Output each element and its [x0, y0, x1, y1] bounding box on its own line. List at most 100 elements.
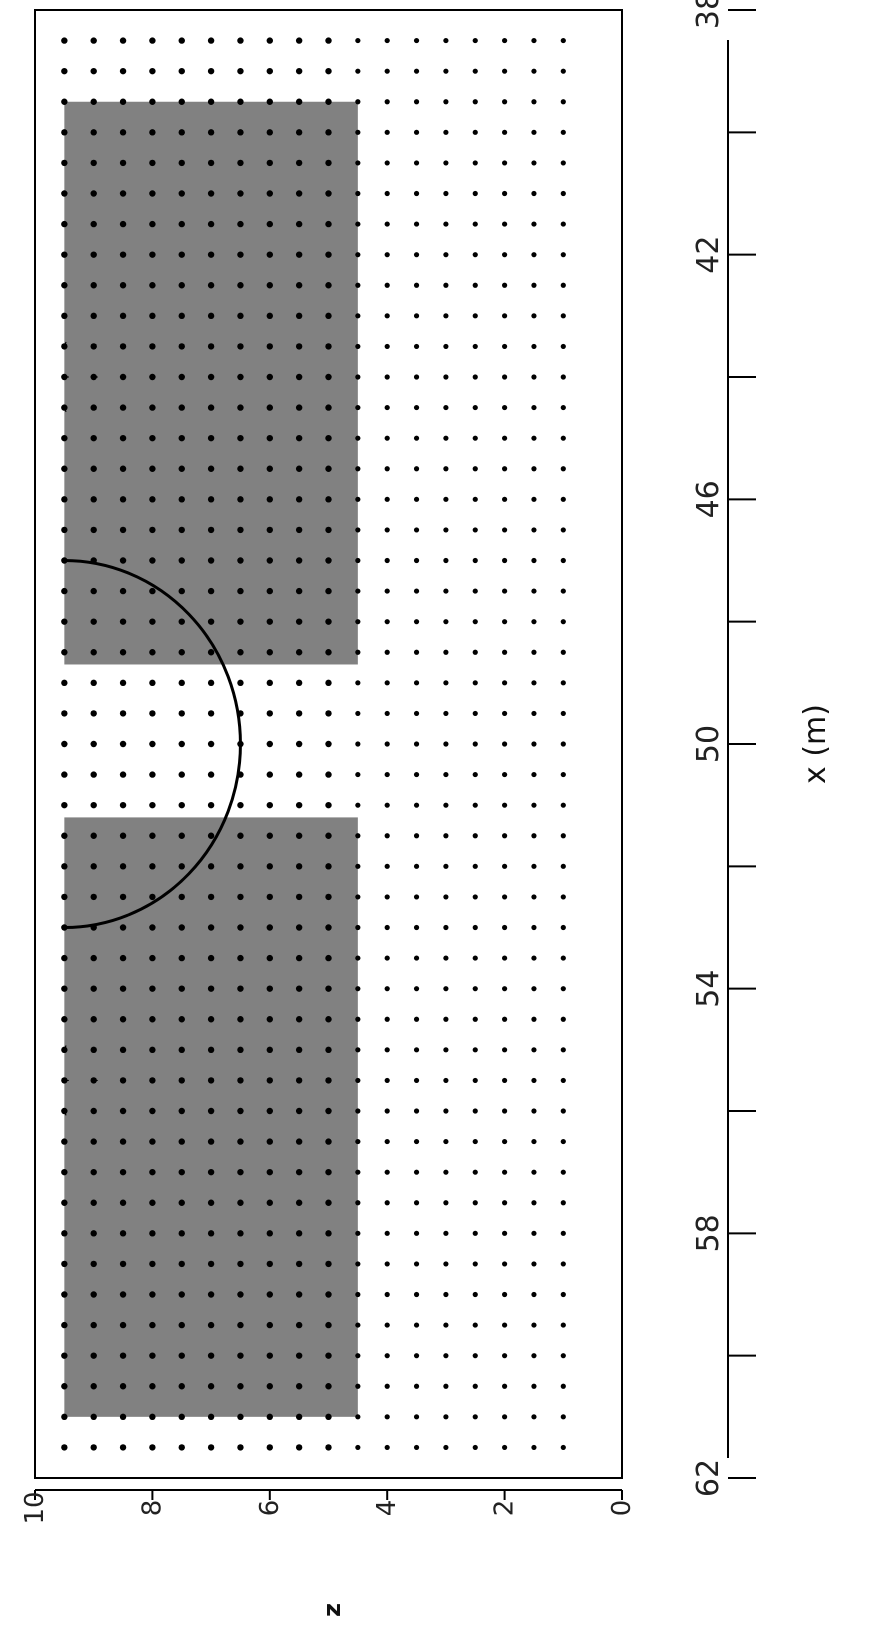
grid-dot: [61, 1291, 68, 1298]
grid-dot: [149, 893, 156, 901]
grid-dot: [443, 1230, 449, 1236]
grid-dot: [560, 1353, 566, 1359]
x-tick-label: 58: [691, 1214, 726, 1252]
grid-dot: [355, 99, 361, 105]
grid-dot: [178, 985, 185, 992]
grid-dot: [384, 1169, 390, 1175]
grid-dot: [237, 985, 244, 992]
grid-dot: [560, 802, 566, 808]
grid-dot: [266, 1199, 273, 1206]
grid-dot: [325, 404, 332, 411]
grid-dot: [207, 771, 215, 778]
grid-dot: [325, 985, 332, 992]
grid-dot: [443, 68, 449, 74]
grid-dot: [178, 1352, 185, 1359]
grid-dot: [560, 986, 566, 992]
grid-dot: [266, 67, 273, 75]
grid-dot: [560, 894, 566, 900]
grid-dot: [149, 679, 156, 687]
grid-dot: [178, 863, 185, 870]
grid-dot: [178, 129, 185, 136]
grid-dot: [355, 404, 361, 411]
grid-dot: [266, 557, 273, 564]
grid-dot: [295, 1016, 303, 1023]
grid-dot: [560, 1383, 566, 1389]
grid-dot: [384, 221, 390, 227]
grid-dot: [90, 1199, 97, 1206]
grid-dot: [531, 282, 537, 288]
grid-dot: [502, 374, 508, 380]
grid-dot: [119, 771, 127, 778]
grid-dot: [531, 252, 537, 258]
grid-dot: [502, 1169, 508, 1175]
grid-dot: [266, 404, 273, 411]
grid-dot: [149, 1291, 156, 1298]
z-tick-label: 0: [607, 1500, 637, 1517]
grid-dot: [237, 1230, 244, 1237]
grid-dot: [413, 435, 420, 441]
grid-dot: [502, 1322, 508, 1328]
grid-dot: [560, 741, 566, 747]
grid-dot: [413, 771, 420, 778]
grid-dot: [355, 1200, 361, 1206]
grid-dot: [149, 1230, 156, 1237]
grid-dot: [384, 282, 390, 288]
grid-dot: [472, 252, 478, 258]
grid-dot: [531, 986, 537, 992]
grid-dot: [61, 1107, 68, 1115]
grid-dot: [443, 435, 449, 441]
grid-dot: [443, 894, 449, 900]
grid-dot: [266, 465, 273, 472]
grid-dot: [502, 710, 508, 717]
grid-dot: [90, 1168, 97, 1176]
grid-dot: [266, 312, 273, 320]
grid-dot: [266, 893, 273, 901]
grid-dot: [502, 1414, 508, 1420]
grid-dot: [119, 1230, 127, 1237]
grid-dot: [531, 129, 537, 135]
grid-dot: [531, 190, 537, 197]
grid-dot: [472, 1322, 478, 1328]
grid-dot: [237, 1413, 244, 1421]
grid-dot: [325, 924, 332, 931]
grid-dot: [90, 1230, 97, 1237]
grid-dot: [325, 465, 332, 472]
grid-dot: [413, 190, 420, 197]
grid-dot: [207, 1138, 215, 1145]
grid-dot: [502, 680, 508, 686]
grid-dot: [502, 496, 508, 502]
grid-dot: [355, 221, 361, 227]
grid-dot: [472, 863, 478, 869]
grid-dot: [384, 1414, 390, 1420]
grid-dot: [384, 496, 390, 502]
grid-dot: [237, 37, 244, 44]
z-tick-label: 6: [255, 1500, 285, 1517]
grid-dot: [61, 801, 68, 809]
grid-dot: [295, 373, 303, 381]
grid-dot: [443, 771, 449, 778]
grid-dot: [384, 129, 390, 135]
grid-dot: [149, 465, 156, 472]
grid-dot: [266, 1291, 273, 1298]
grid-dot: [119, 251, 127, 258]
grid-dot: [443, 99, 449, 105]
grid-dot: [325, 190, 332, 197]
grid-dot: [237, 1199, 244, 1206]
grid-dot: [149, 863, 156, 870]
grid-dot: [295, 1046, 303, 1054]
grid-dot: [560, 1230, 566, 1236]
grid-dot: [531, 894, 537, 900]
grid-dot: [472, 282, 478, 288]
grid-dot: [325, 1291, 332, 1298]
grid-dot: [502, 863, 508, 869]
grid-dot: [472, 802, 478, 808]
grid-dot: [237, 251, 244, 258]
grid-dot: [384, 710, 390, 717]
grid-dot: [531, 1077, 537, 1084]
grid-dot: [502, 1230, 508, 1236]
grid-dot: [325, 1352, 332, 1359]
grid-dot: [355, 466, 361, 472]
grid-dot: [443, 190, 449, 197]
grid-dot: [207, 618, 215, 625]
grid-dot: [178, 679, 185, 687]
